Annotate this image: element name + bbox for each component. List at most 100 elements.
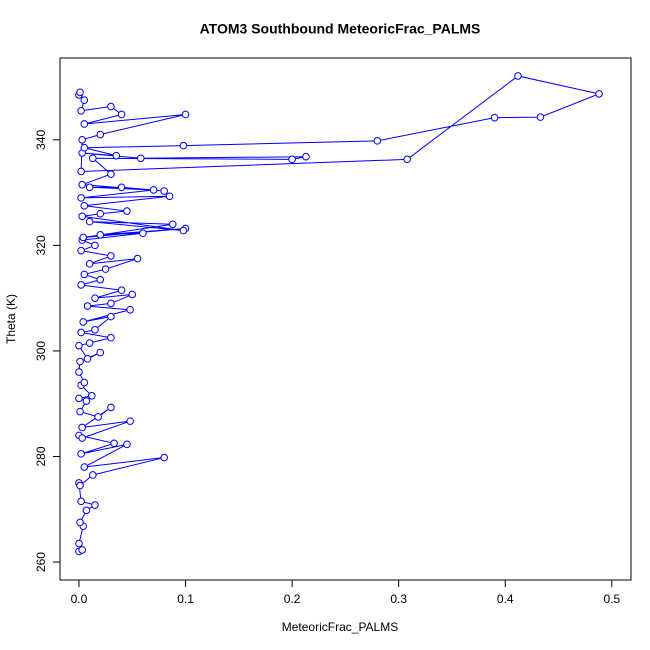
data-point [78, 180, 86, 189]
x-axis-label: MeteoricFrac_PALMS [282, 620, 398, 634]
data-point [133, 254, 142, 263]
data-point [79, 233, 88, 242]
data-point [107, 252, 115, 260]
data-point [82, 397, 91, 405]
data-point [179, 141, 188, 150]
data-point [76, 357, 84, 366]
data-point [76, 88, 84, 97]
data-point [77, 497, 85, 506]
chart-title: ATOM3 Southbound MeteoricFrac_PALMS [200, 21, 481, 37]
data-point [78, 546, 86, 554]
data-point [89, 154, 97, 163]
data-point [91, 326, 99, 334]
data-point [80, 143, 89, 152]
data-point [595, 90, 603, 98]
data-point [107, 333, 115, 342]
y-tick-label: 260 [34, 552, 48, 572]
data-point [179, 226, 188, 235]
data-point [80, 270, 89, 279]
data-point [75, 394, 83, 403]
data-point [85, 339, 94, 347]
data-point [302, 152, 310, 161]
data-point [107, 170, 115, 178]
data-point [128, 290, 137, 299]
data-point [112, 151, 121, 160]
data-point [76, 518, 84, 527]
data-point [373, 137, 382, 145]
y-tick-label: 300 [34, 341, 48, 361]
data-point [123, 207, 131, 215]
data-point [75, 539, 83, 548]
data-point [78, 136, 86, 144]
data-point [123, 440, 131, 449]
data-point [160, 187, 169, 195]
y-tick-label: 340 [34, 129, 48, 149]
data-point [117, 183, 126, 192]
y-axis-label: Theta (K) [4, 294, 18, 344]
data-point [80, 96, 89, 105]
data-point [110, 439, 118, 448]
data-point [96, 275, 105, 284]
data-point [87, 391, 96, 400]
data-point [126, 417, 134, 425]
data-point [94, 413, 102, 421]
data-point [77, 246, 85, 255]
data-point [77, 106, 85, 115]
data-point [107, 102, 115, 111]
data-point [91, 501, 99, 509]
data-point [96, 130, 105, 139]
data-point [149, 186, 158, 194]
data-point [96, 231, 105, 239]
data-point [139, 229, 147, 238]
data-point [96, 348, 105, 357]
data-point [85, 260, 94, 268]
data-point [288, 155, 296, 164]
data-point [85, 217, 94, 226]
data-point [117, 286, 126, 295]
data-point [80, 201, 89, 210]
data-point [79, 318, 88, 326]
x-tick-label: 0.1 [177, 592, 194, 606]
data-point [80, 463, 89, 471]
data-point [160, 453, 169, 462]
data-point [89, 471, 97, 479]
data-point [126, 305, 134, 314]
data-point [78, 212, 86, 221]
data-point [490, 113, 499, 122]
data-point [117, 110, 126, 119]
x-tick-label: 0.4 [497, 592, 514, 606]
data-point [78, 434, 86, 442]
data-point [83, 302, 92, 310]
data-point [514, 72, 522, 80]
data-point [77, 450, 85, 458]
data-point [77, 281, 85, 289]
x-tick-label: 0.3 [390, 592, 407, 606]
data-point [77, 328, 85, 337]
data-point [91, 241, 99, 250]
data-point [77, 194, 85, 202]
data-point [77, 167, 85, 176]
data-point [168, 220, 177, 229]
data-point [85, 183, 94, 192]
y-tick-label: 320 [34, 235, 48, 255]
data-point [76, 481, 84, 490]
data-point [96, 209, 105, 218]
x-tick-label: 0.2 [284, 592, 301, 606]
data-point [91, 294, 99, 302]
data-point [83, 355, 92, 363]
y-tick-label: 280 [34, 446, 48, 466]
data-point [107, 312, 115, 321]
data-point [80, 120, 89, 128]
data-point [101, 265, 110, 273]
x-tick-label: 0.0 [71, 592, 88, 606]
data-point [403, 155, 412, 164]
data-point [82, 506, 91, 515]
data-point [136, 154, 145, 163]
data-point [76, 407, 84, 416]
data-point [107, 299, 115, 308]
data-point [78, 423, 86, 432]
data-point [536, 113, 545, 121]
